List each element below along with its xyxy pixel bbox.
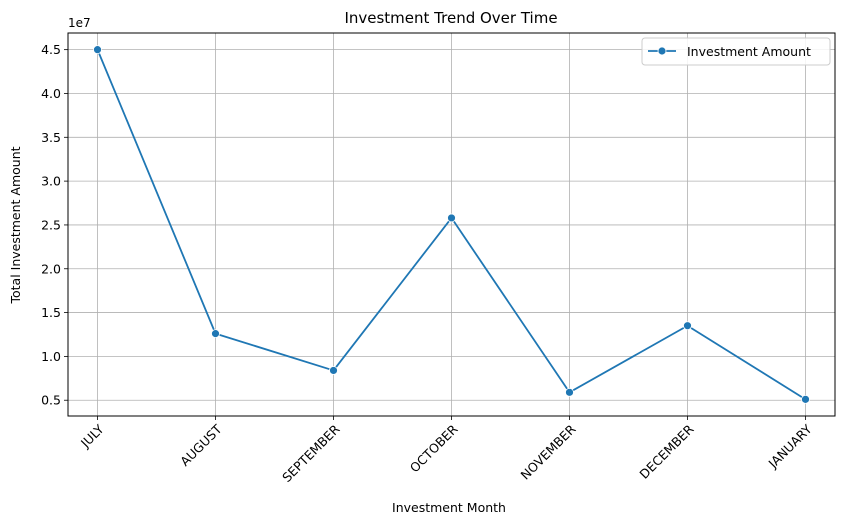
data-point	[447, 213, 456, 223]
y-tick-label: 3.5	[41, 130, 61, 145]
series-layer	[93, 45, 810, 404]
y-tick-label: 1.0	[41, 349, 61, 364]
legend: Investment Amount	[641, 37, 831, 66]
data-point	[801, 394, 810, 404]
data-point	[93, 45, 102, 55]
y-tick-label: 4.0	[41, 86, 61, 101]
legend-box	[641, 37, 831, 66]
x-tick-label: DECEMBER	[636, 421, 696, 481]
legend-series-label: Investment Amount	[687, 44, 811, 59]
grid-lines	[68, 33, 835, 416]
legend-series-marker	[657, 46, 667, 56]
x-tick-label: JANUARY	[765, 421, 815, 471]
data-point	[565, 387, 574, 397]
y-tick-label: 1.5	[41, 305, 61, 320]
x-axis-label: Investment Month	[392, 500, 506, 515]
data-point	[683, 321, 692, 331]
x-axis-ticks: JULY AUGUST SEPTEMBER OCTOBER NOVEMBER DECEMB…	[77, 416, 815, 485]
x-tick-label: JULY	[77, 421, 107, 451]
data-point	[329, 366, 338, 375]
x-tick-label: AUGUST	[177, 421, 225, 469]
x-tick-label: OCTOBER	[407, 421, 461, 475]
y-tick-label: 2.0	[41, 261, 61, 276]
y-tick-label: 2.5	[41, 217, 61, 232]
chart-title: Investment Trend Over Time	[344, 9, 557, 27]
y-axis-ticks: 0.5 1.0 1.5 2.0 2.5 3.0 3.5 4.0 4.5	[41, 42, 68, 408]
y-scale-label: 1e7	[68, 16, 91, 30]
y-axis-label: Total Investment Amount	[8, 146, 23, 304]
y-tick-label: 0.5	[41, 393, 61, 408]
y-tick-label: 4.5	[41, 42, 61, 57]
data-point	[211, 329, 220, 339]
y-tick-label: 3.0	[41, 174, 61, 189]
x-tick-label: SEPTEMBER	[279, 421, 343, 485]
x-tick-label: NOVEMBER	[518, 421, 579, 482]
